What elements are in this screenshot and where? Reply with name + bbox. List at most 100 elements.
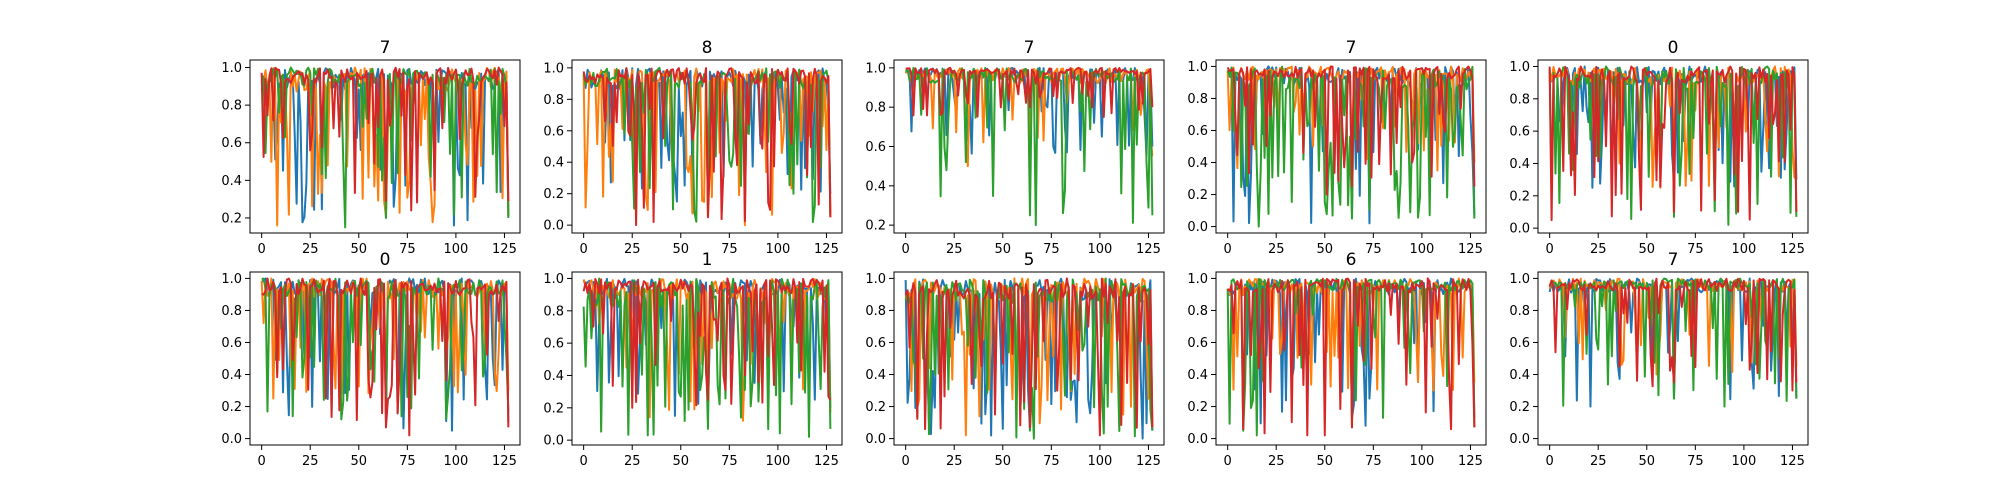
subplot-title: 8 — [702, 38, 713, 58]
axes-frame — [571, 59, 843, 234]
y-tick-label: 0.6 — [543, 337, 564, 352]
axes-frame — [1215, 271, 1487, 446]
y-tick-label: 0.4 — [865, 368, 886, 383]
x-tick-label: 125 — [1136, 454, 1161, 469]
subplot-6: 0 25 50 75 100 125 0.0 0.2 0.4 0.6 0.8 1.0 0 — [221, 250, 521, 469]
y-tick-label: 0.2 — [865, 400, 886, 415]
x-tick-label: 50 — [1317, 242, 1334, 257]
series-group — [260, 277, 510, 437]
y-tick-label: 0.6 — [1187, 336, 1208, 351]
series-line-4 — [1548, 277, 1798, 392]
y-tick-label: 0.6 — [221, 136, 242, 151]
axes-frame — [1537, 271, 1809, 446]
x-tick-label: 50 — [673, 242, 690, 257]
y-tick-label: 0.0 — [1509, 432, 1530, 447]
y-tick-label: 0.0 — [1187, 220, 1208, 235]
axes-frame — [1537, 59, 1809, 234]
subplot-4: 0 25 50 75 100 125 0.0 0.2 0.4 0.6 0.8 1.0 7 — [1187, 38, 1487, 257]
x-tick-label: 125 — [1780, 454, 1805, 469]
subplot-1: 0 25 50 75 100 125 0.2 0.4 0.6 0.8 1.0 7 — [221, 38, 521, 257]
x-tick-label: 100 — [1087, 242, 1112, 257]
x-tick-label: 25 — [1590, 242, 1607, 257]
y-tick-label: 0.0 — [865, 432, 886, 447]
y-tick-label: 1.0 — [865, 61, 886, 76]
series-group — [582, 277, 832, 438]
axes-frame — [249, 59, 521, 234]
y-tick-label: 0.8 — [1509, 92, 1530, 107]
series-group — [904, 66, 1154, 227]
series-group — [1226, 65, 1476, 228]
y-tick-label: 0.0 — [221, 432, 242, 447]
series-group — [260, 66, 510, 229]
x-tick-label: 75 — [1687, 242, 1704, 257]
subplot-title: 0 — [380, 250, 391, 270]
series-group — [904, 277, 1154, 440]
subplot-5: 0 25 50 75 100 125 0.0 0.2 0.4 0.6 0.8 1.0 0 — [1509, 38, 1809, 257]
y-tick-label: 0.2 — [543, 187, 564, 202]
x-tick-label: 0 — [580, 454, 588, 469]
y-tick-label: 0.4 — [1509, 157, 1530, 172]
y-tick-label: 0.2 — [1187, 400, 1208, 415]
x-tick-label: 25 — [946, 242, 963, 257]
series-line-4 — [905, 66, 1154, 119]
x-tick-label: 0 — [258, 454, 266, 469]
x-tick-label: 75 — [1043, 242, 1060, 257]
x-tick-label: 100 — [765, 454, 790, 469]
axes-frame — [893, 271, 1165, 446]
y-tick-label: 1.0 — [1509, 272, 1530, 287]
x-tick-label: 50 — [995, 454, 1012, 469]
y-tick-label: 0.6 — [1509, 336, 1530, 351]
subplot-2: 0 25 50 75 100 125 0.0 0.2 0.4 0.6 0.8 1.0 8 — [543, 38, 843, 257]
y-tick-label: 0.8 — [221, 304, 242, 319]
x-tick-label: 0 — [902, 454, 910, 469]
y-tick-label: 0.0 — [543, 434, 564, 449]
y-tick-label: 0.4 — [543, 156, 564, 171]
x-tick-label: 100 — [1731, 242, 1756, 257]
subplot-title: 0 — [1668, 38, 1679, 58]
x-tick-label: 50 — [351, 454, 368, 469]
x-tick-label: 25 — [302, 242, 319, 257]
x-tick-label: 75 — [1365, 454, 1382, 469]
series-group — [1226, 277, 1476, 437]
y-tick-label: 0.8 — [865, 101, 886, 116]
y-tick-label: 0.2 — [221, 400, 242, 415]
series-line-4 — [1226, 277, 1476, 437]
series-group — [582, 66, 832, 227]
y-tick-label: 0.6 — [865, 336, 886, 351]
y-tick-label: 0.2 — [543, 401, 564, 416]
y-tick-label: 0.6 — [1187, 124, 1208, 139]
y-tick-label: 1.0 — [1187, 60, 1208, 75]
y-tick-label: 1.0 — [543, 272, 564, 287]
x-tick-label: 125 — [1136, 242, 1161, 257]
y-tick-label: 0.8 — [543, 304, 564, 319]
x-tick-label: 0 — [258, 242, 266, 257]
x-tick-label: 50 — [995, 242, 1012, 257]
y-tick-label: 0.8 — [221, 99, 242, 114]
x-tick-label: 100 — [1731, 454, 1756, 469]
axes-frame — [571, 271, 843, 446]
x-tick-label: 75 — [399, 454, 416, 469]
y-tick-label: 0.4 — [221, 174, 242, 189]
x-tick-label: 0 — [902, 242, 910, 257]
series-line-4 — [582, 67, 832, 227]
subplot-3: 0 25 50 75 100 125 0.2 0.4 0.6 0.8 1.0 7 — [865, 38, 1165, 257]
y-tick-label: 0.2 — [221, 211, 242, 226]
subplot-8: 0 25 50 75 100 125 0.0 0.2 0.4 0.6 0.8 1.0 5 — [865, 250, 1165, 469]
subplot-title: 7 — [1668, 250, 1679, 270]
x-tick-label: 125 — [1458, 242, 1483, 257]
x-tick-label: 25 — [946, 454, 963, 469]
y-tick-label: 0.6 — [543, 124, 564, 139]
x-tick-label: 25 — [1590, 454, 1607, 469]
x-tick-label: 125 — [814, 242, 839, 257]
y-tick-label: 0.8 — [865, 304, 886, 319]
y-tick-label: 0.4 — [543, 369, 564, 384]
x-tick-label: 50 — [673, 454, 690, 469]
x-tick-label: 0 — [1224, 454, 1232, 469]
subplot-title: 7 — [380, 38, 391, 58]
x-tick-label: 0 — [580, 242, 588, 257]
series-line-4 — [582, 277, 832, 409]
y-tick-label: 1.0 — [543, 61, 564, 76]
y-tick-label: 0.6 — [221, 336, 242, 351]
x-tick-label: 0 — [1224, 242, 1232, 257]
